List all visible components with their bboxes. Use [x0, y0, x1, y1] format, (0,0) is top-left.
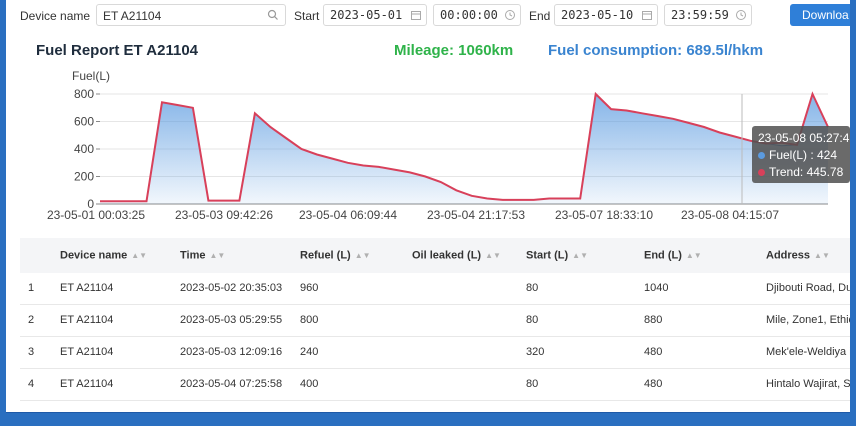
fuel-report-window: Device name ET A21104 Start 2023-05-01 0…: [6, 0, 850, 413]
table-row[interactable]: 2 ET A21104 2023-05-03 05:29:55 800 80 880 Mil…: [20, 305, 850, 337]
header-device-name[interactable]: Device name ▲▼: [60, 238, 147, 273]
x-tick-label: 23-05-01 00:03:25: [47, 208, 145, 222]
header-address[interactable]: Address ▲▼: [766, 238, 830, 273]
filter-toolbar: Device name ET A21104 Start 2023-05-01 0…: [6, 0, 850, 32]
fuel-area-series: [100, 94, 828, 204]
cell-device: ET A21104: [60, 346, 114, 358]
calendar-icon[interactable]: [641, 9, 653, 21]
end-time-value: 23:59:59: [671, 8, 729, 22]
x-tick-label: 23-05-04 21:17:53: [427, 208, 525, 222]
y-tick-label: 400: [74, 142, 94, 156]
trend-dot-icon: [758, 169, 765, 176]
cell-end: 880: [644, 314, 663, 326]
cell-start: 80: [526, 314, 539, 326]
cell-end: 480: [644, 346, 663, 358]
end-label: End: [529, 9, 551, 23]
cell-time: 2023-05-04 07:25:58: [180, 378, 283, 390]
end-time-input[interactable]: 23:59:59: [664, 4, 752, 26]
sort-icon[interactable]: ▲▼: [354, 251, 371, 260]
cell-end: 480: [644, 378, 663, 390]
start-date-value: 2023-05-01: [330, 8, 403, 22]
mileage-stat: Mileage: 1060km: [394, 42, 514, 59]
cell-index: 4: [28, 378, 35, 390]
tooltip-trend-row: Trend: 445.78: [758, 165, 843, 179]
start-time-value: 00:00:00: [440, 8, 498, 22]
clock-icon[interactable]: [504, 9, 516, 21]
cell-index: 2: [28, 314, 35, 326]
header-start[interactable]: Start (L) ▲▼: [526, 238, 588, 273]
tooltip-trend: Trend: 445.78: [769, 165, 844, 179]
cell-device: ET A21104: [60, 314, 114, 326]
tooltip-fuel: Fuel(L) : 424: [769, 148, 838, 162]
cell-refuel: 240: [300, 346, 319, 358]
search-icon[interactable]: [267, 9, 279, 21]
header-time[interactable]: Time ▲▼: [180, 238, 225, 273]
calendar-icon[interactable]: [410, 9, 422, 21]
table-row[interactable]: 4 ET A21104 2023-05-04 07:25:58 400 80 480 Hin…: [20, 369, 850, 401]
cell-time: 2023-05-02 20:35:03: [180, 282, 283, 294]
cell-time: 2023-05-03 12:09:16: [180, 346, 283, 358]
header-end[interactable]: End (L) ▲▼: [644, 238, 702, 273]
end-date-input[interactable]: 2023-05-10: [554, 4, 658, 26]
y-tick-label: 200: [74, 170, 94, 184]
sort-icon[interactable]: ▲▼: [131, 251, 148, 260]
x-tick-label: 23-05-07 18:33:10: [555, 208, 653, 222]
tooltip-time: 23-05-08 05:27:4: [758, 131, 850, 145]
clock-icon[interactable]: [735, 9, 747, 21]
table-row[interactable]: 3 ET A21104 2023-05-03 12:09:16 240 320 480 Me…: [20, 337, 850, 369]
start-date-input[interactable]: 2023-05-01: [323, 4, 427, 26]
cell-device: ET A21104: [60, 378, 114, 390]
cell-end: 1040: [644, 282, 669, 294]
cell-refuel: 400: [300, 378, 319, 390]
header-oil-leaked[interactable]: Oil leaked (L) ▲▼: [412, 238, 501, 273]
sort-icon[interactable]: ▲▼: [485, 251, 501, 260]
y-tick-label: 800: [74, 87, 94, 101]
y-tick-label: 0: [87, 197, 94, 211]
tooltip-fuel-row: Fuel(L) : 424: [758, 148, 837, 162]
device-name-input[interactable]: ET A21104: [96, 4, 286, 26]
sort-icon[interactable]: ▲▼: [685, 251, 702, 260]
cell-refuel: 960: [300, 282, 319, 294]
cell-device: ET A21104: [60, 282, 114, 294]
cell-start: 80: [526, 378, 539, 390]
cell-address: Djibouti Road, Du: [766, 282, 850, 294]
report-title: Fuel Report ET A21104: [36, 42, 198, 59]
y-axis-ticks: 800 600 400 200 0: [74, 87, 100, 211]
fuel-consumption-stat: Fuel consumption: 689.5l/hkm: [548, 42, 764, 59]
start-time-input[interactable]: 00:00:00: [433, 4, 521, 26]
cell-refuel: 800: [300, 314, 319, 326]
device-name-label: Device name: [20, 9, 91, 23]
cell-address: Mek'ele-Weldiya i: [766, 346, 850, 358]
start-label: Start: [294, 9, 320, 23]
x-tick-label: 23-05-03 09:42:26: [175, 208, 273, 222]
device-name-value: ET A21104: [103, 9, 162, 23]
cell-index: 1: [28, 282, 35, 294]
cell-index: 3: [28, 346, 35, 358]
cell-address: Mile, Zone1, Ethic: [766, 314, 850, 326]
table-row[interactable]: 1 ET A21104 2023-05-02 20:35:03 960 80 1040 Dj…: [20, 273, 850, 305]
download-button[interactable]: Downloa: [790, 4, 850, 26]
x-tick-label: 23-05-08 04:15:07: [681, 208, 779, 222]
sort-icon[interactable]: ▲▼: [572, 251, 589, 260]
fuel-dot-icon: [758, 152, 765, 159]
sort-icon[interactable]: ▲▼: [814, 251, 830, 260]
y-tick-label: 600: [74, 115, 94, 129]
x-axis-ticks: 23-05-01 00:03:25 23-05-03 09:42:26 23-05-…: [47, 208, 779, 222]
table-header: Device name ▲▼ Time ▲▼ Refuel (L) ▲▼ Oil le…: [20, 238, 850, 273]
x-tick-label: 23-05-04 06:09:44: [299, 208, 397, 222]
header-refuel[interactable]: Refuel (L) ▲▼: [300, 238, 371, 273]
trend-line-series: [100, 91, 829, 203]
cell-start: 320: [526, 346, 545, 358]
sort-icon[interactable]: ▲▼: [209, 251, 226, 260]
cell-time: 2023-05-03 05:29:55: [180, 314, 283, 326]
cell-address: Hintalo Wajirat, S: [766, 378, 850, 390]
cell-start: 80: [526, 282, 539, 294]
chart-tooltip: 23-05-08 05:27:4 Fuel(L) : 424 Trend: 44…: [752, 126, 850, 183]
y-axis-label: Fuel(L): [72, 69, 110, 83]
end-date-value: 2023-05-10: [561, 8, 634, 22]
